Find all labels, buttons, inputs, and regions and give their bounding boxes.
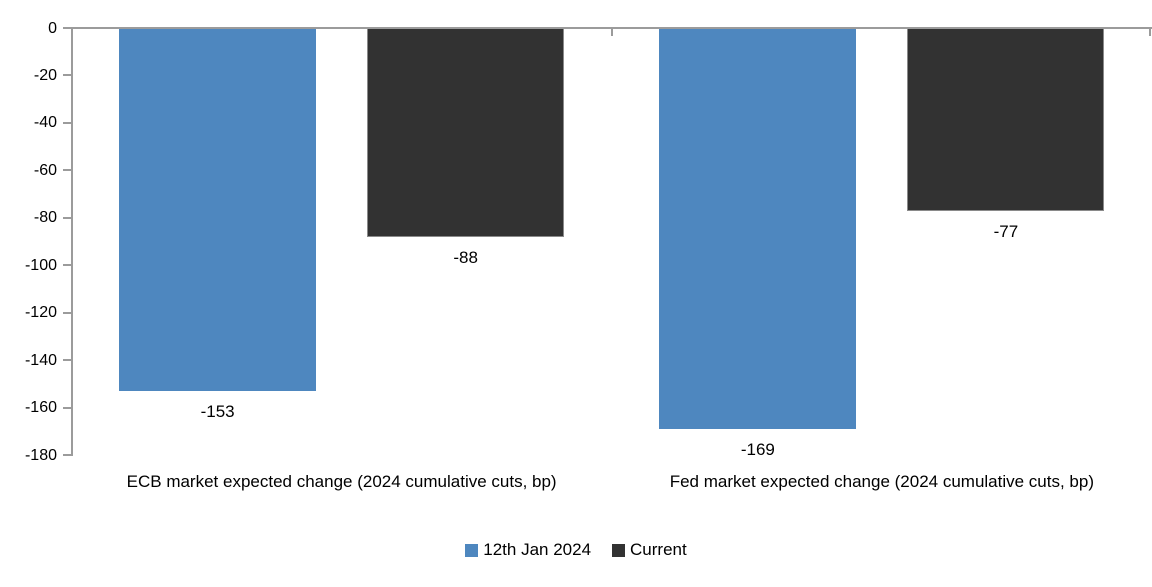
legend-item: 12th Jan 2024 (465, 540, 591, 560)
y-tick-label: -40 (33, 114, 57, 132)
category-axis-tick (610, 29, 613, 36)
y-tick-label: -160 (24, 399, 57, 417)
y-axis-tick (63, 74, 72, 77)
y-tick-label: -180 (24, 446, 57, 464)
legend: 12th Jan 2024 Current (0, 540, 1152, 560)
category-label: ECB market expected change (2024 cumulat… (126, 472, 557, 491)
y-axis-tick (63, 311, 72, 314)
bar-value-label: -88 (453, 247, 478, 267)
category-label: Fed market expected change (2024 cumulat… (669, 472, 1095, 491)
y-axis-tick (63, 121, 72, 124)
legend-label: Current (630, 540, 687, 559)
bar-current-ecb (367, 28, 565, 237)
category-axis-tick (1149, 29, 1151, 36)
y-axis-tick (63, 216, 72, 219)
y-tick-label: -120 (24, 304, 57, 322)
y-axis-tick (63, 454, 72, 456)
x-axis-line (63, 26, 1152, 29)
y-axis-tick (63, 406, 72, 409)
bar-12th-jan-2024-fed (659, 28, 857, 429)
bar-12th-jan-2024-ecb (119, 28, 317, 391)
y-tick-label: -20 (33, 66, 57, 84)
y-tick-label: -80 (33, 209, 57, 227)
y-axis-tick (63, 264, 72, 267)
y-axis-line (71, 26, 73, 456)
legend-swatch-current (612, 543, 626, 557)
legend-label: 12th Jan 2024 (483, 540, 592, 559)
y-tick-label: -60 (33, 161, 57, 179)
y-axis-tick (63, 359, 72, 362)
y-axis-tick (63, 169, 72, 172)
y-tick-label: 0 (48, 19, 57, 37)
legend-item: Current (612, 540, 687, 560)
bar-value-label: -77 (993, 221, 1019, 241)
bar-value-label: -153 (200, 401, 235, 421)
bar-value-label: -169 (740, 439, 775, 459)
y-tick-label: -100 (24, 256, 57, 274)
y-tick-label: -140 (24, 351, 57, 369)
legend-swatch-12th-jan-2024 (465, 543, 479, 557)
bar-current-fed (907, 28, 1105, 211)
